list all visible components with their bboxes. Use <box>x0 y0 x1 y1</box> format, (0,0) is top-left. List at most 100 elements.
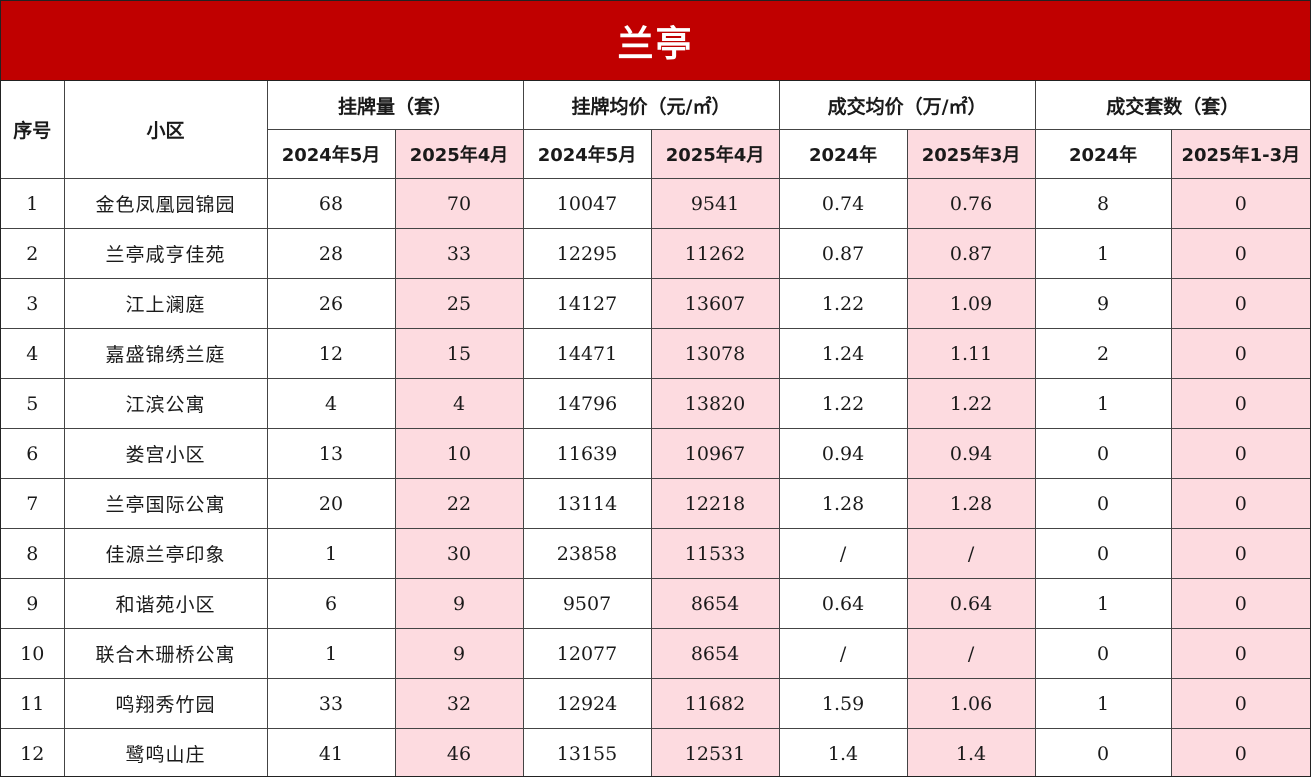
listing-price-2024-cell: 14796 <box>522 378 652 429</box>
listing-count-2024-cell: 20 <box>266 478 396 529</box>
listing-price-2025-cell: 12531 <box>650 728 780 776</box>
community-name: 金色凤凰园锦园 <box>63 178 268 229</box>
row-index: 11 <box>1 678 65 729</box>
deal-count-2024-cell: 0 <box>1034 628 1172 679</box>
subheader-listing-price-2025: 2025年4月 <box>650 129 780 179</box>
deal-price-2024-cell: 1.22 <box>778 278 908 329</box>
deal-price-2024-cell: 0.74 <box>778 178 908 229</box>
community-name: 联合木珊桥公寓 <box>63 628 268 679</box>
listing-price-2024-cell: 23858 <box>522 528 652 579</box>
table-row: 7 兰亭国际公寓 20 22 13114 12218 1.28 1.28 0 0 <box>1 478 1310 529</box>
listing-count-2024-cell: 33 <box>266 678 396 729</box>
listing-count-2024-cell: 4 <box>266 378 396 429</box>
deal-price-2025-cell: 1.22 <box>906 378 1036 429</box>
deal-count-2025-cell: 0 <box>1170 228 1310 279</box>
listing-price-2024-cell: 12295 <box>522 228 652 279</box>
row-index: 8 <box>1 528 65 579</box>
row-index: 5 <box>1 378 65 429</box>
header-deal-price: 成交均价（万/㎡） <box>778 81 1036 130</box>
community-name: 佳源兰亭印象 <box>63 528 268 579</box>
listing-count-2024-cell: 1 <box>266 528 396 579</box>
listing-price-2024-cell: 14471 <box>522 328 652 379</box>
table-row: 3 江上澜庭 26 25 14127 13607 1.22 1.09 9 0 <box>1 278 1310 329</box>
deal-price-2025-cell: 0.64 <box>906 578 1036 629</box>
listing-price-2025-cell: 11262 <box>650 228 780 279</box>
deal-count-2025-cell: 0 <box>1170 628 1310 679</box>
table-row: 11 鸣翔秀竹园 33 32 12924 11682 1.59 1.06 1 0 <box>1 678 1310 729</box>
deal-price-2024-cell: 1.4 <box>778 728 908 776</box>
deal-price-2025-cell: 0.87 <box>906 228 1036 279</box>
table-row: 2 兰亭咸亨佳苑 28 33 12295 11262 0.87 0.87 1 0 <box>1 228 1310 279</box>
deal-price-2024-cell: 0.94 <box>778 428 908 479</box>
table-title: 兰亭 <box>1 1 1310 81</box>
listing-price-2024-cell: 13155 <box>522 728 652 776</box>
listing-price-2025-cell: 8654 <box>650 578 780 629</box>
deal-price-2024-cell: 0.87 <box>778 228 908 279</box>
deal-count-2024-cell: 0 <box>1034 428 1172 479</box>
row-index: 10 <box>1 628 65 679</box>
listing-count-2024-cell: 1 <box>266 628 396 679</box>
deal-count-2025-cell: 0 <box>1170 528 1310 579</box>
deal-price-2024-cell: 1.22 <box>778 378 908 429</box>
deal-count-2025-cell: 0 <box>1170 478 1310 529</box>
deal-price-2024-cell: / <box>778 628 908 679</box>
listing-price-2025-cell: 11682 <box>650 678 780 729</box>
listing-count-2025-cell: 9 <box>394 578 524 629</box>
community-name: 和谐苑小区 <box>63 578 268 629</box>
deal-price-2025-cell: / <box>906 628 1036 679</box>
row-index: 9 <box>1 578 65 629</box>
deal-price-2025-cell: 1.4 <box>906 728 1036 776</box>
subheader-listing-count-2024: 2024年5月 <box>267 129 396 179</box>
listing-price-2025-cell: 10967 <box>650 428 780 479</box>
listing-count-2025-cell: 9 <box>394 628 524 679</box>
listing-count-2024-cell: 28 <box>266 228 396 279</box>
deal-count-2024-cell: 2 <box>1034 328 1172 379</box>
table-row: 5 江滨公寓 4 4 14796 13820 1.22 1.22 1 0 <box>1 378 1310 429</box>
subheader-deal-price-2024: 2024年 <box>778 129 908 179</box>
listing-count-2025-cell: 33 <box>394 228 524 279</box>
row-index: 12 <box>1 728 65 776</box>
deal-count-2024-cell: 0 <box>1034 528 1172 579</box>
community-name: 江滨公寓 <box>63 378 268 429</box>
deal-count-2024-cell: 0 <box>1034 478 1172 529</box>
listing-count-2025-cell: 22 <box>394 478 524 529</box>
deal-count-2025-cell: 0 <box>1170 178 1310 229</box>
community-name: 鹭鸣山庄 <box>63 728 268 776</box>
deal-count-2025-cell: 0 <box>1170 278 1310 329</box>
listing-count-2025-cell: 30 <box>394 528 524 579</box>
listing-count-2024-cell: 13 <box>266 428 396 479</box>
listing-price-2024-cell: 9507 <box>522 578 652 629</box>
row-index: 7 <box>1 478 65 529</box>
listing-count-2024-cell: 41 <box>266 728 396 776</box>
listing-count-2024-cell: 6 <box>266 578 396 629</box>
header-community: 小区 <box>63 81 268 179</box>
deal-count-2024-cell: 1 <box>1034 228 1172 279</box>
community-name: 兰亭咸亨佳苑 <box>63 228 268 279</box>
listing-count-2025-cell: 10 <box>394 428 524 479</box>
listing-count-2025-cell: 32 <box>394 678 524 729</box>
deal-price-2025-cell: 1.06 <box>906 678 1036 729</box>
deal-count-2025-cell: 0 <box>1170 578 1310 629</box>
listing-price-2024-cell: 13114 <box>522 478 652 529</box>
community-name: 娄宫小区 <box>63 428 268 479</box>
table-row: 12 鹭鸣山庄 41 46 13155 12531 1.4 1.4 0 0 <box>1 728 1310 776</box>
table-row: 10 联合木珊桥公寓 1 9 12077 8654//0 0 <box>1 628 1310 679</box>
deal-count-2024-cell: 1 <box>1034 378 1172 429</box>
listing-price-2025-cell: 9541 <box>650 178 780 229</box>
header-deal-count: 成交套数（套） <box>1034 81 1310 130</box>
community-name: 江上澜庭 <box>63 278 268 329</box>
listing-count-2025-cell: 25 <box>394 278 524 329</box>
deal-count-2025-cell: 0 <box>1170 428 1310 479</box>
table-row: 9 和谐苑小区 6 9 9507 8654 0.64 0.64 1 0 <box>1 578 1310 629</box>
community-name: 嘉盛锦绣兰庭 <box>63 328 268 379</box>
listing-price-2024-cell: 10047 <box>522 178 652 229</box>
row-index: 4 <box>1 328 65 379</box>
deal-price-2024-cell: 1.59 <box>778 678 908 729</box>
listing-count-2025-cell: 15 <box>394 328 524 379</box>
subheader-deal-count-2024: 2024年 <box>1034 129 1172 179</box>
deal-price-2025-cell: 0.76 <box>906 178 1036 229</box>
deal-price-2025-cell: 1.09 <box>906 278 1036 329</box>
subheader-deal-price-2025: 2025年3月 <box>906 129 1036 179</box>
listing-price-2025-cell: 12218 <box>650 478 780 529</box>
header-listing-price: 挂牌均价（元/㎡） <box>522 81 780 130</box>
